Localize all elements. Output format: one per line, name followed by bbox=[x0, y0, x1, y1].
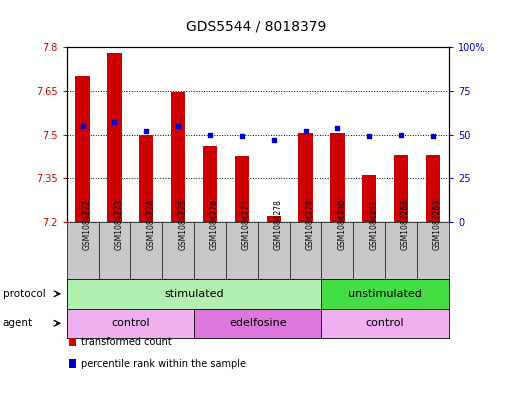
Text: GDS5544 / 8018379: GDS5544 / 8018379 bbox=[186, 20, 327, 34]
Bar bbox=[107, 53, 122, 222]
Bar bbox=[171, 92, 185, 222]
Point bbox=[397, 132, 405, 138]
Point bbox=[78, 123, 87, 129]
Text: stimulated: stimulated bbox=[164, 289, 224, 299]
Text: transformed count: transformed count bbox=[81, 337, 172, 347]
Point bbox=[270, 137, 278, 143]
Text: GSM1084262: GSM1084262 bbox=[401, 200, 410, 250]
Point bbox=[333, 125, 342, 131]
Text: GSM1084273: GSM1084273 bbox=[114, 199, 124, 250]
Point bbox=[142, 128, 150, 134]
Text: GSM1084260: GSM1084260 bbox=[338, 199, 346, 250]
Bar bbox=[234, 156, 249, 222]
Text: control: control bbox=[366, 318, 404, 328]
Point bbox=[174, 123, 182, 129]
Text: GSM1084276: GSM1084276 bbox=[210, 199, 219, 250]
Point bbox=[110, 119, 119, 125]
Text: GSM1084274: GSM1084274 bbox=[146, 199, 155, 250]
Text: GSM1084261: GSM1084261 bbox=[369, 200, 378, 250]
Text: GSM1084275: GSM1084275 bbox=[178, 199, 187, 250]
Text: GSM1084279: GSM1084279 bbox=[306, 199, 314, 250]
Text: GSM1084278: GSM1084278 bbox=[274, 200, 283, 250]
Bar bbox=[394, 155, 408, 222]
Point bbox=[429, 133, 437, 140]
Bar bbox=[267, 216, 281, 222]
Text: GSM1084263: GSM1084263 bbox=[433, 199, 442, 250]
Text: agent: agent bbox=[3, 318, 33, 328]
Point bbox=[238, 133, 246, 140]
Bar bbox=[75, 76, 90, 222]
Text: edelfosine: edelfosine bbox=[229, 318, 287, 328]
Point bbox=[302, 128, 310, 134]
Text: percentile rank within the sample: percentile rank within the sample bbox=[81, 358, 246, 369]
Bar bbox=[139, 135, 153, 222]
Point bbox=[365, 133, 373, 140]
Text: control: control bbox=[111, 318, 150, 328]
Text: GSM1084272: GSM1084272 bbox=[83, 200, 92, 250]
Bar bbox=[203, 146, 217, 222]
Text: unstimulated: unstimulated bbox=[348, 289, 422, 299]
Bar bbox=[299, 133, 313, 222]
Text: GSM1084277: GSM1084277 bbox=[242, 199, 251, 250]
Text: protocol: protocol bbox=[3, 289, 45, 299]
Bar bbox=[426, 155, 440, 222]
Point bbox=[206, 132, 214, 138]
Bar bbox=[330, 133, 345, 222]
Bar bbox=[362, 175, 377, 222]
